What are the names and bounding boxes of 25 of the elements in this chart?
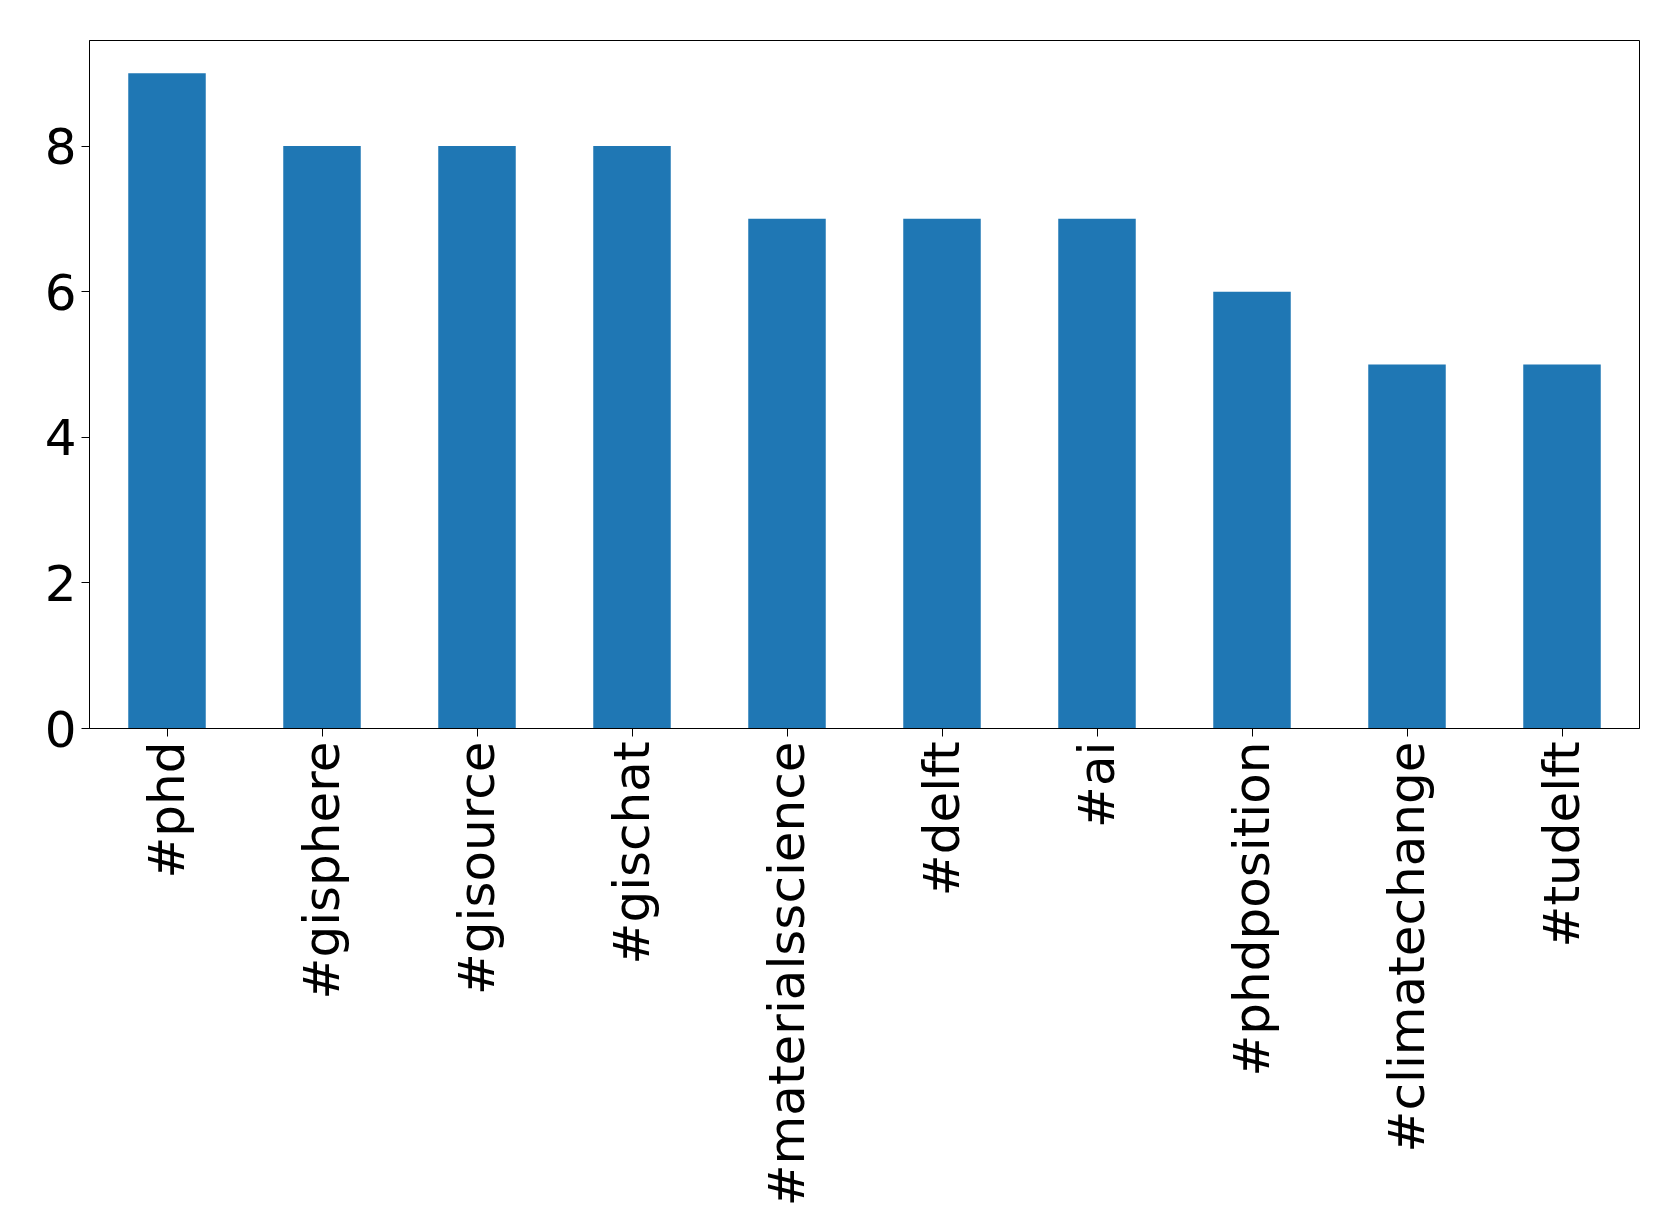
- bar: [593, 146, 671, 729]
- y-tick-label: 2: [44, 554, 77, 613]
- y-tick-label: 4: [44, 409, 77, 468]
- x-tick-label: #gisphere: [293, 741, 351, 1000]
- x-tick-label: #materialsscience: [758, 741, 816, 1207]
- x-tick-label: #delft: [913, 741, 971, 897]
- x-tick-label: #gischat: [603, 741, 661, 965]
- x-tick-label: #phdposition: [1223, 741, 1281, 1077]
- x-tick-label: #phd: [138, 741, 196, 879]
- x-tick-label: #climatechange: [1378, 741, 1436, 1153]
- bar: [1368, 364, 1446, 729]
- bar: [128, 73, 206, 729]
- bar: [903, 218, 981, 729]
- bar: [283, 146, 361, 729]
- x-tick-label: #gisource: [448, 741, 506, 996]
- x-tick-label: #tudelft: [1533, 741, 1591, 948]
- y-tick-label: 0: [44, 700, 77, 759]
- bar: [1523, 364, 1601, 729]
- bar: [438, 146, 516, 729]
- y-tick-label: 8: [44, 118, 77, 177]
- y-tick-label: 6: [44, 263, 77, 322]
- x-tick-label: #ai: [1068, 741, 1126, 828]
- bar: [748, 218, 826, 729]
- bar: [1213, 291, 1291, 729]
- bar: [1058, 218, 1136, 729]
